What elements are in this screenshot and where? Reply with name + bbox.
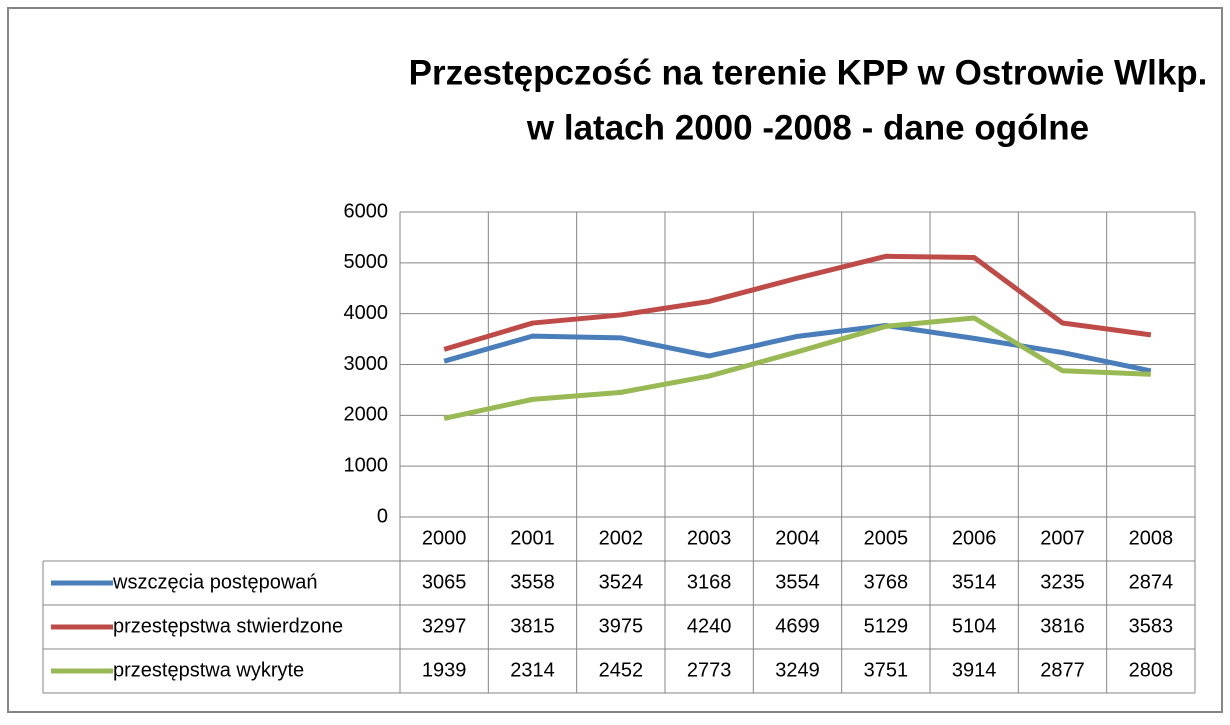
legend-label: przestępstwa wykryte <box>113 659 304 681</box>
table-value: 2808 <box>1129 659 1174 681</box>
table-value: 3558 <box>510 571 555 593</box>
table-value: 5129 <box>864 615 909 637</box>
table-value: 3514 <box>952 571 997 593</box>
x-tick-label: 2004 <box>775 527 820 549</box>
table-value: 3914 <box>952 659 997 681</box>
table-value: 1939 <box>422 659 467 681</box>
table-value: 3816 <box>1040 615 1085 637</box>
x-tick-label: 2005 <box>864 527 909 549</box>
legend-label: przestępstwa stwierdzone <box>113 615 343 637</box>
table-value: 4699 <box>775 615 820 637</box>
table-value: 3583 <box>1129 615 1174 637</box>
table-value: 3751 <box>864 659 909 681</box>
table-value: 3815 <box>510 615 555 637</box>
table-value: 3235 <box>1040 571 1085 593</box>
table-value: 2314 <box>510 659 555 681</box>
x-tick-label: 2008 <box>1129 527 1174 549</box>
chart-title: w latach 2000 -2008 - dane ogólne <box>526 108 1089 147</box>
chart-border <box>7 7 1223 713</box>
x-tick-label: 2000 <box>422 527 467 549</box>
x-tick-label: 2002 <box>599 527 644 549</box>
table-value: 2452 <box>599 659 644 681</box>
x-tick-label: 2003 <box>687 527 732 549</box>
table-value: 2773 <box>687 659 732 681</box>
y-tick-label: 4000 <box>344 302 389 324</box>
table-value: 3768 <box>864 571 909 593</box>
y-tick-label: 0 <box>377 505 388 527</box>
y-tick-label: 3000 <box>344 353 389 375</box>
table-value: 3168 <box>687 571 732 593</box>
y-tick-label: 1000 <box>344 454 389 476</box>
table-value: 3249 <box>775 659 820 681</box>
x-tick-label: 2001 <box>510 527 555 549</box>
legend-label: wszczęcia postępowań <box>112 571 318 593</box>
line <box>443 253 1152 352</box>
table-value: 4240 <box>687 615 732 637</box>
table-value: 3297 <box>422 615 467 637</box>
line <box>443 315 1151 421</box>
y-tick-label: 5000 <box>344 251 389 273</box>
table-value: 3554 <box>775 571 820 593</box>
y-tick-label: 2000 <box>344 404 389 426</box>
table-value: 3524 <box>599 571 644 593</box>
x-tick-label: 2006 <box>952 527 997 549</box>
table-value: 5104 <box>952 615 997 637</box>
line <box>443 322 1152 374</box>
table-value: 2874 <box>1129 571 1174 593</box>
y-tick-label: 6000 <box>344 200 389 222</box>
table-value: 3975 <box>599 615 644 637</box>
chart-title: Przestępczość na terenie KPP w Ostrowie … <box>409 53 1208 92</box>
x-tick-label: 2007 <box>1040 527 1085 549</box>
table-value: 3065 <box>422 571 467 593</box>
table-value: 2877 <box>1040 659 1085 681</box>
